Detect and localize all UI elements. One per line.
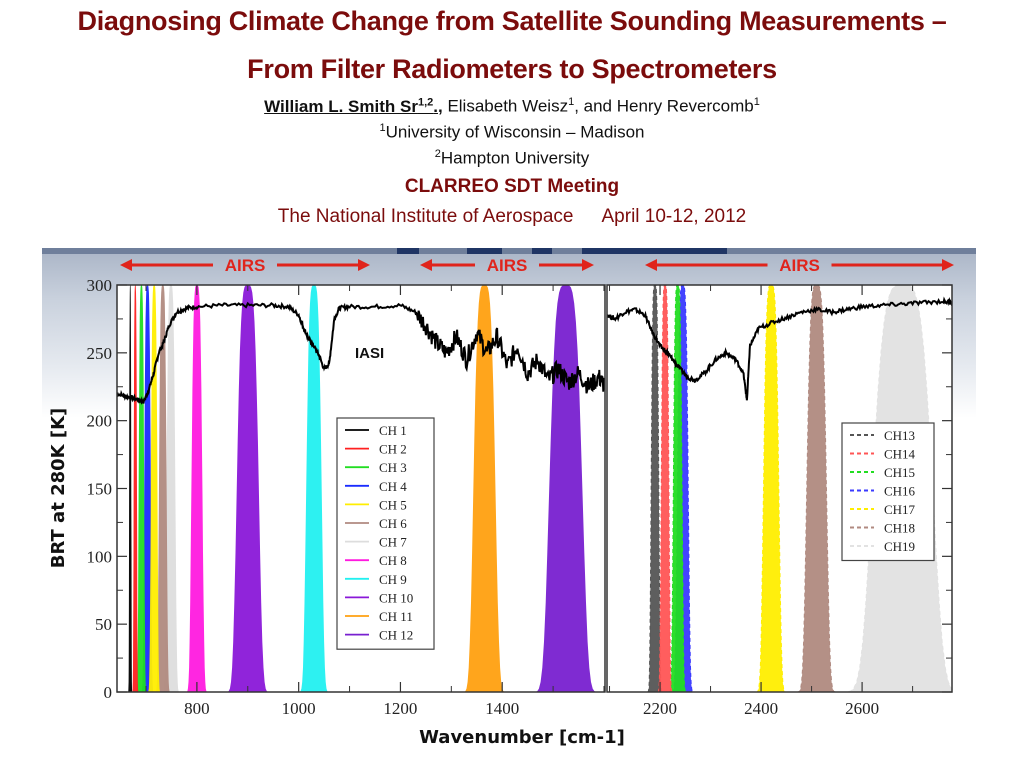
y-tick-label: 300 bbox=[87, 276, 113, 295]
x-tick-label: 1400 bbox=[485, 699, 519, 718]
coauthor-weisz-marker: 1 bbox=[568, 96, 575, 108]
channel-band-ch2 bbox=[132, 285, 139, 692]
coauthor-revercomb-marker: 1 bbox=[753, 96, 760, 108]
affiliation-2-marker: 2 bbox=[434, 148, 441, 160]
lead-author-affiliation-marker: 1,2 bbox=[417, 96, 434, 108]
slide-title-line-1: Diagnosing Climate Change from Satellite… bbox=[77, 6, 947, 36]
airs-label: AIRS bbox=[225, 256, 266, 275]
channel-band-ch15 bbox=[668, 285, 687, 692]
iasi-label: IASI bbox=[355, 345, 384, 362]
y-tick-label: 50 bbox=[95, 615, 112, 634]
meeting-venue: The National Institute of Aerospace April… bbox=[0, 206, 1024, 228]
chart-svg: 800 1000 1200 1400 2200 2400 2600 0 50 100 150 200 2… bbox=[48, 256, 954, 748]
x-tick-label: 2200 bbox=[643, 699, 677, 718]
author-list: William L. Smith Sr1,2., Elisabeth Weisz… bbox=[0, 96, 1024, 117]
x-tick-label: 800 bbox=[184, 699, 210, 718]
arrow-left-icon bbox=[420, 259, 432, 271]
legend-label: CH 6 bbox=[379, 516, 407, 531]
y-tick-label: 0 bbox=[104, 683, 113, 702]
legend-label: CH14 bbox=[884, 447, 916, 462]
channel-band-ch17 bbox=[755, 285, 787, 692]
legend-label: CH 2 bbox=[379, 442, 407, 457]
legend-label: CH19 bbox=[884, 539, 915, 554]
legend-label: CH 3 bbox=[379, 460, 407, 475]
panel-longwave bbox=[117, 285, 605, 692]
arrow-left-icon bbox=[120, 259, 132, 271]
airs-range-arrow: AIRS bbox=[420, 256, 594, 275]
channel-band-ch9 bbox=[298, 285, 330, 692]
x-tick-label: 1000 bbox=[282, 699, 316, 718]
legend-label: CH18 bbox=[884, 521, 915, 536]
venue-name: The National Institute of Aerospace bbox=[277, 206, 574, 227]
legend-longwave: CH 1 CH 2 CH 3 CH 4 CH 5 CH 6 CH 7 CH 8 CH 9 CH 1… bbox=[336, 417, 435, 650]
figure-top-bar bbox=[42, 248, 976, 254]
legend-label: CH 1 bbox=[379, 423, 407, 438]
arrow-right-icon bbox=[942, 259, 954, 271]
spectrum-line-shortwave bbox=[607, 296, 952, 401]
legend-label: CH 5 bbox=[379, 497, 407, 512]
legend-label: CH13 bbox=[884, 428, 915, 443]
channel-band-ch8 bbox=[185, 285, 209, 692]
arrow-left-icon bbox=[645, 259, 657, 271]
x-tick-label: 2400 bbox=[744, 699, 778, 718]
meeting-name: CLARREO SDT Meeting bbox=[404, 176, 620, 197]
y-tick-label: 250 bbox=[87, 344, 113, 363]
airs-range-arrow: AIRS bbox=[120, 256, 370, 275]
lead-author-suffix: ., bbox=[433, 96, 443, 116]
lead-author-name: William L. Smith Sr bbox=[264, 96, 418, 116]
channel-band-ch10 bbox=[225, 285, 271, 692]
legend-label: CH 12 bbox=[379, 628, 413, 643]
legend-label: CH 7 bbox=[379, 535, 407, 550]
x-axis-title: Wavenumber [cm-1] bbox=[419, 727, 625, 748]
legend-box bbox=[336, 417, 435, 650]
legend-label: CH 10 bbox=[379, 590, 413, 605]
legend-shortwave: CH13 CH14 CH15 CH16 CH17 CH18 CH19 bbox=[841, 422, 935, 562]
y-tick-label: 100 bbox=[87, 547, 113, 566]
y-tick-label: 150 bbox=[87, 480, 113, 499]
legend-label: CH 4 bbox=[379, 479, 407, 494]
affiliation-1-marker: 1 bbox=[379, 122, 386, 134]
y-axis-title: BRT at 280K [K] bbox=[48, 408, 69, 569]
affiliation-1: 1University of Wisconsin – Madison bbox=[0, 122, 1024, 143]
channel-band-ch1 bbox=[128, 285, 133, 692]
airs-range-arrow: AIRS bbox=[645, 256, 954, 275]
channel-band-ch3 bbox=[135, 285, 147, 692]
figure-top-bar-block bbox=[397, 248, 419, 254]
lead-author: William L. Smith Sr1,2., bbox=[264, 96, 443, 116]
coauthor-revercomb: , and Henry Revercomb bbox=[574, 96, 754, 116]
channel-band-ch6 bbox=[155, 285, 171, 692]
x-tick-label: 2600 bbox=[845, 699, 879, 718]
channel-band-ch12 bbox=[532, 285, 600, 692]
spectral-response-figure: 800 1000 1200 1400 2200 2400 2600 0 50 100 150 200 2… bbox=[42, 248, 976, 758]
figure-top-bar-block bbox=[582, 248, 727, 254]
figure-top-bar-block bbox=[532, 248, 552, 254]
channel-band-ch5 bbox=[147, 285, 161, 692]
coauthor-weisz: Elisabeth Weisz bbox=[442, 96, 569, 116]
channel-band-ch14 bbox=[657, 285, 673, 692]
channel-band-ch18 bbox=[796, 285, 837, 692]
airs-label: AIRS bbox=[779, 256, 820, 275]
legend-label: CH 8 bbox=[379, 553, 407, 568]
legend-box bbox=[841, 422, 935, 562]
spectrum-line-longwave bbox=[117, 301, 605, 405]
channel-band-ch11 bbox=[462, 285, 507, 692]
legend-label: CH15 bbox=[884, 465, 915, 480]
affiliation-1-name: University of Wisconsin – Madison bbox=[385, 122, 645, 142]
figure-top-bar-block bbox=[467, 248, 502, 254]
x-tick-label: 1200 bbox=[383, 699, 417, 718]
arrow-right-icon bbox=[582, 259, 594, 271]
affiliation-2: 2Hampton University bbox=[0, 148, 1024, 169]
legend-label: CH17 bbox=[884, 502, 916, 517]
meeting-dates: April 10-12, 2012 bbox=[601, 206, 747, 227]
y-tick-label: 200 bbox=[87, 412, 113, 431]
slide-title-line-2: From Filter Radiometers to Spectrometers bbox=[247, 54, 777, 84]
arrow-right-icon bbox=[358, 259, 370, 271]
affiliation-2-name: Hampton University bbox=[440, 148, 590, 168]
airs-label: AIRS bbox=[487, 256, 528, 275]
legend-label: CH16 bbox=[884, 484, 916, 499]
legend-label: CH 9 bbox=[379, 572, 407, 587]
legend-label: CH 11 bbox=[379, 609, 413, 624]
